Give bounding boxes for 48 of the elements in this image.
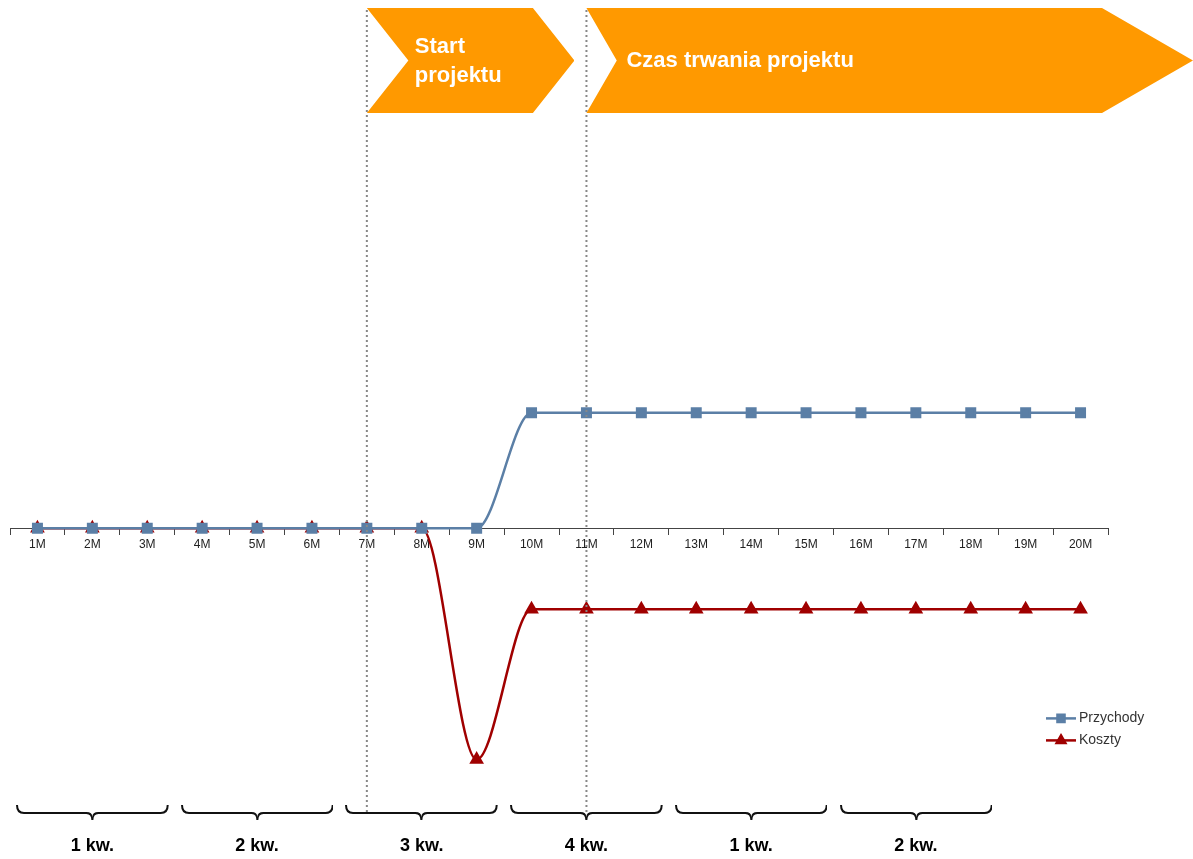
x-tick-label: 12M [629,536,654,551]
x-tick-label: 19M [1013,536,1038,551]
x-tick-label: 8M [413,536,431,551]
point [744,602,758,614]
x-tick-label: 14M [739,536,763,551]
point [799,602,813,614]
x-tick-label: 9M [468,536,485,551]
legend-label: Przychody [1079,709,1145,726]
point [965,407,977,419]
x-tick-label: 20M [1068,536,1093,551]
x-tick-label: 13M [684,536,708,551]
x-tick-label: 5M [248,536,266,551]
point [689,602,703,614]
x-tick-label: 16M [849,536,873,551]
point [526,407,538,419]
text: 4 kw. [563,835,610,856]
point [1020,407,1032,419]
text: 3 kw. [399,835,445,856]
x-tick-label: 2M [84,536,101,551]
point [910,407,922,419]
x-tick-label: 17M [904,536,928,551]
point [964,602,978,614]
x-tick-label: 3M [138,536,156,551]
point [854,602,868,614]
x-tick-label: 6M [303,536,321,551]
x-tick-label: 18M [959,536,983,551]
x-tick-label: 10M [519,536,544,551]
point [855,407,867,419]
point [690,407,702,419]
point [580,407,592,419]
point [635,407,647,419]
x-tick-label: 11M [575,536,598,551]
text: 2 kw. [234,835,280,856]
point [800,407,812,419]
x-tick-label: 4M [193,536,211,551]
point [1019,602,1033,614]
text: 2 kw. [893,835,939,856]
x-tick-label: 1M [29,536,46,551]
legend-label: Koszty [1079,731,1122,748]
text: 1 kw. [69,835,115,856]
point [471,522,483,534]
point [909,602,923,614]
x-tick-label: 15M [794,536,818,551]
point [745,407,757,419]
point [1075,407,1087,419]
text: 1 kw. [728,835,774,856]
point [634,602,648,614]
point [470,752,484,764]
